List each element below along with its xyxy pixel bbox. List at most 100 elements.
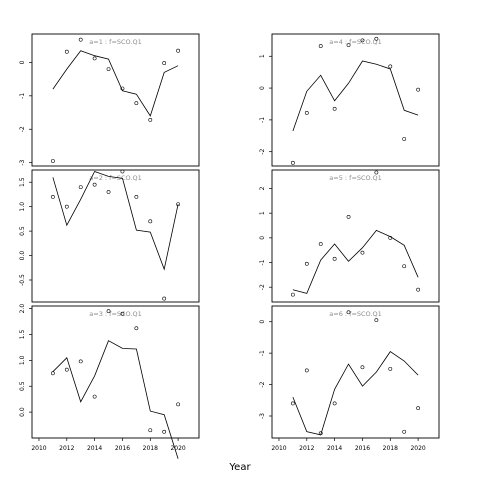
panel-frame: [271, 33, 440, 167]
chart-panel: a=2 : f=SCO.Q1 -0.5 0.0 0.5 1.0 1.5: [19, 169, 200, 303]
observed-point: [318, 242, 323, 246]
x-tick-label: 2018: [143, 445, 158, 452]
observed-point: [374, 318, 379, 323]
y-tick-label: 0.0: [19, 251, 26, 261]
observed-point: [148, 117, 153, 122]
observed-point: [290, 401, 295, 406]
observed-point: [402, 429, 407, 434]
observed-point: [120, 169, 125, 174]
observed-point: [388, 64, 393, 69]
chart-panel: a=1 : f=SCO.Q1 -3 -2 -1 0: [19, 33, 200, 167]
panel-strip-label: a=3 : f=SCO.Q1: [89, 310, 141, 318]
x-tick-label: 2016: [355, 445, 370, 452]
y-tick-label: 1: [259, 211, 266, 215]
fitted-line: [52, 340, 179, 459]
observed-point: [374, 36, 379, 41]
y-tick-label: -1: [259, 117, 266, 123]
observed-point: [416, 87, 421, 92]
fitted-line: [292, 229, 419, 294]
observed-point: [360, 38, 365, 43]
panel-strip-label: a=1 : f=SCO.Q1: [89, 38, 141, 46]
observed-point: [332, 106, 337, 111]
y-tick-label: 0: [259, 320, 266, 324]
fitted-line: [292, 351, 419, 436]
panel-frame: [31, 33, 200, 167]
observed-point: [162, 429, 167, 434]
panel-frame: [271, 305, 440, 439]
x-tick-label: 2018: [383, 445, 398, 452]
y-tick-label: 1.0: [19, 202, 26, 212]
panel-strip-label: a=2 : f=SCO.Q1: [89, 174, 141, 182]
y-tick-label: 0.0: [19, 407, 26, 417]
observed-point: [304, 261, 309, 266]
x-tick-label: 2014: [87, 445, 102, 452]
y-tick-label: -2: [259, 381, 266, 387]
observed-point: [64, 49, 69, 54]
observed-point: [290, 292, 295, 297]
observed-point: [318, 44, 323, 48]
observed-point: [176, 202, 181, 207]
fitted-line: [52, 171, 179, 271]
y-tick-label: 0: [19, 60, 26, 64]
chart-panel: a=3 : f=SCO.Q1 0.0 0.5 1.0 1.5 2.0 2010 2012 201…: [19, 304, 200, 459]
observed-point: [176, 402, 181, 407]
observed-point: [148, 428, 153, 433]
observed-point: [402, 137, 407, 141]
y-tick-label: -0.5: [19, 274, 26, 286]
observed-point: [402, 264, 407, 269]
observed-point: [388, 366, 393, 371]
x-tick-label: 2012: [299, 445, 314, 452]
y-tick-label: -2: [259, 149, 266, 155]
observed-point: [290, 160, 295, 165]
fitted-line: [52, 50, 179, 117]
observed-point: [106, 190, 111, 194]
y-tick-label: 0: [259, 236, 266, 240]
observed-point: [134, 326, 139, 331]
observed-point: [360, 365, 365, 370]
observed-point: [416, 287, 421, 292]
observed-point: [346, 43, 351, 48]
observed-point: [346, 310, 351, 315]
observed-point: [304, 368, 309, 373]
observed-point: [388, 235, 393, 240]
observed-point: [50, 159, 55, 163]
y-tick-label: -2: [259, 284, 266, 290]
observed-point: [106, 67, 111, 71]
observed-point: [332, 401, 337, 406]
observed-point: [134, 101, 139, 106]
observed-point: [120, 86, 125, 91]
y-tick-label: -3: [259, 413, 266, 419]
y-tick-label: -2: [19, 126, 26, 132]
y-tick-label: -3: [19, 159, 26, 165]
y-tick-label: 2.0: [19, 304, 26, 314]
observed-point: [78, 185, 83, 190]
x-tick-label: 2020: [170, 445, 185, 452]
fitted-line: [292, 60, 419, 132]
observed-point: [374, 170, 379, 175]
y-tick-label: 1.5: [19, 177, 26, 187]
y-tick-label: 2: [259, 186, 266, 190]
y-tick-label: 1.5: [19, 330, 26, 340]
observed-point: [78, 359, 83, 364]
panel-frame: [271, 169, 440, 303]
x-tick-label: 2012: [59, 445, 74, 452]
y-tick-label: 0.5: [19, 381, 26, 391]
observed-point: [318, 431, 323, 436]
y-tick-label: -1: [259, 350, 266, 356]
y-tick-label: 1.0: [19, 355, 26, 365]
panel-frame: [31, 305, 200, 439]
panel-strip-label: a=4 : f=SCO.Q1: [329, 38, 381, 46]
observed-point: [92, 56, 97, 61]
observed-point: [134, 194, 139, 199]
observed-point: [64, 204, 69, 209]
y-tick-label: -1: [19, 93, 26, 99]
observed-point: [92, 182, 97, 187]
observed-point: [50, 371, 55, 376]
observed-point: [162, 61, 167, 65]
x-axis-label: Year: [228, 462, 251, 473]
observed-point: [92, 394, 97, 399]
observed-point: [106, 309, 111, 314]
x-tick-label: 2014: [327, 445, 342, 452]
observed-point: [148, 219, 153, 224]
